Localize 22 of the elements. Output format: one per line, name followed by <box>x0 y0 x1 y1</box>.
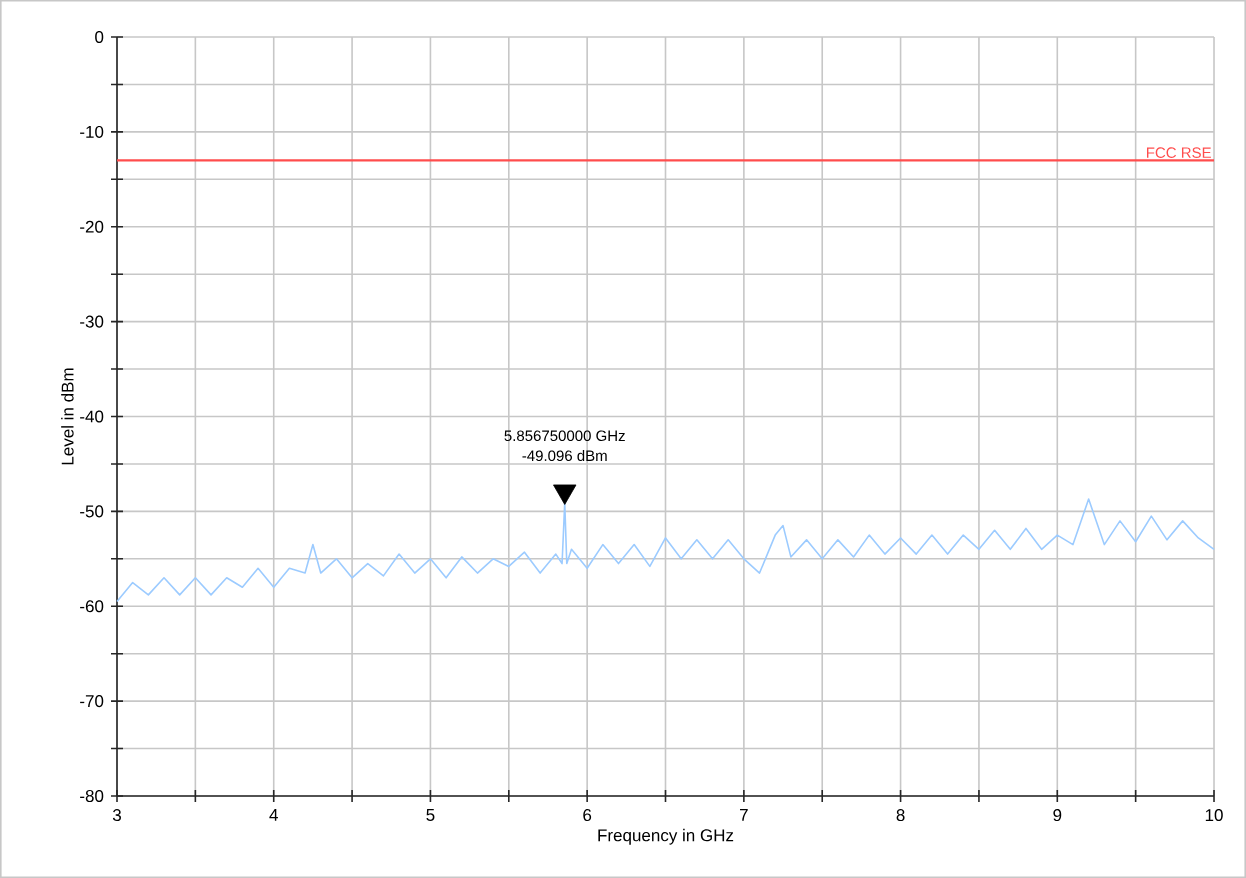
x-tick-label: 9 <box>1053 809 1062 822</box>
x-tick-label: 6 <box>583 809 592 822</box>
y-tick-label: -50 <box>80 505 104 518</box>
y-tick-label: 0 <box>95 31 104 44</box>
y-tick-label: -70 <box>80 695 104 708</box>
x-tick-label: 10 <box>1205 809 1223 822</box>
x-tick-label: 3 <box>112 809 121 822</box>
x-tick-label: 7 <box>740 809 748 821</box>
x-axis-title: Frequency in GHz <box>598 828 734 845</box>
y-tick-label: -10 <box>80 125 104 138</box>
y-axis-title: Level in dBm <box>61 368 74 465</box>
y-tick-label: -20 <box>80 220 104 233</box>
y-tick-label: -30 <box>80 315 104 328</box>
y-tick-label: -60 <box>80 600 104 613</box>
x-tick-label: 5 <box>426 809 435 821</box>
x-tick-label: 8 <box>896 809 905 822</box>
y-tick-label: -80 <box>80 789 104 803</box>
y-tick-label: -40 <box>80 410 104 423</box>
annotation: -49.096 dBm <box>522 450 607 462</box>
x-tick-label: 4 <box>269 809 278 821</box>
ref-line-label: FCC RSE <box>1147 147 1211 158</box>
annotation: 5.856750000 GHz <box>504 430 625 442</box>
